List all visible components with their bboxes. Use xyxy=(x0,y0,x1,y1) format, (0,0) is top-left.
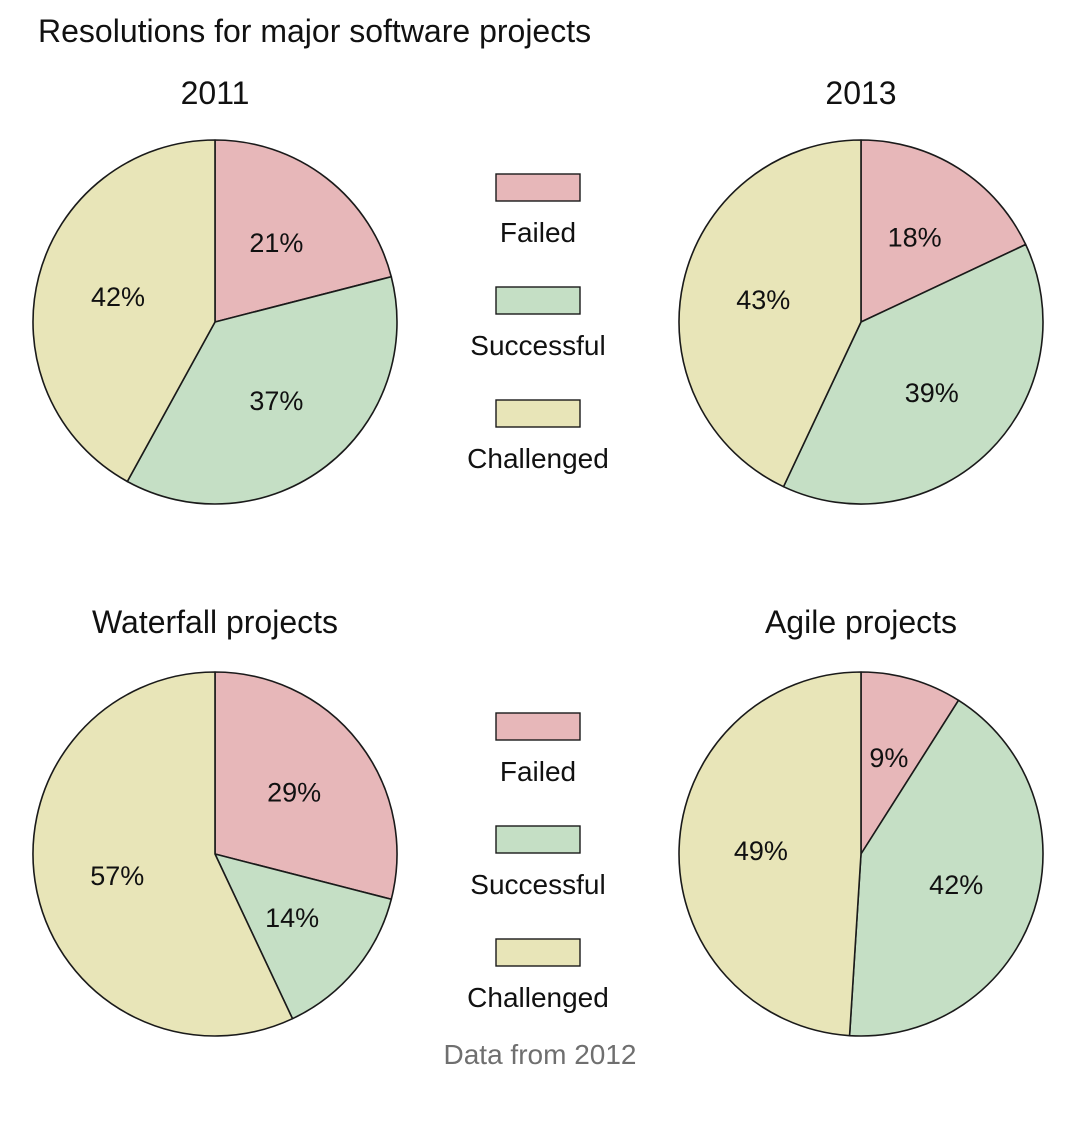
legend-swatch-challenged xyxy=(495,399,581,428)
pie-title: Waterfall projects xyxy=(92,604,338,640)
legend-swatch-failed xyxy=(495,173,581,202)
legend-1: Failed Successful Challenged xyxy=(467,712,609,1013)
pie-chart-3: Agile projects 9% 42% 49% xyxy=(678,604,1044,1037)
pie-chart-0: 2011 21% 37% 42% xyxy=(32,75,398,505)
pie-slice-successful xyxy=(848,699,1044,1037)
legend-0: Failed Successful Challenged xyxy=(467,173,609,474)
slice-value-label: 42% xyxy=(929,870,983,900)
legend-label-failed: Failed xyxy=(500,217,576,248)
legend-swatch-successful xyxy=(495,825,581,854)
pie-slice-successful xyxy=(126,275,398,505)
pie-title: 2013 xyxy=(825,75,896,111)
pie-chart-1: 2013 18% 39% 43% xyxy=(678,75,1044,505)
legend-swatch-failed xyxy=(495,712,581,741)
figure-title: Resolutions for major software projects xyxy=(38,13,591,49)
slice-value-label: 43% xyxy=(736,285,790,315)
pie-slice-failed xyxy=(214,139,393,323)
slice-value-label: 49% xyxy=(734,836,788,866)
legend-label-successful: Successful xyxy=(470,869,605,900)
slice-value-label: 21% xyxy=(249,228,303,258)
legend-swatch-successful xyxy=(495,286,581,315)
pie-slice-challenged xyxy=(32,671,294,1037)
pie-slice-successful xyxy=(214,853,393,1020)
pie-slice-successful xyxy=(782,243,1044,505)
legend-swatch-challenged xyxy=(495,938,581,967)
charts-group: 2011 21% 37% 42% 2013 18% 39% 43% Waterfall proj… xyxy=(32,75,1044,1037)
slice-value-label: 42% xyxy=(91,282,145,312)
slice-value-label: 29% xyxy=(267,778,321,808)
pie-slice-failed xyxy=(860,139,1027,323)
slice-value-label: 39% xyxy=(905,378,959,408)
pie-slice-challenged xyxy=(32,139,216,483)
slice-value-label: 37% xyxy=(249,386,303,416)
pie-slice-challenged xyxy=(678,139,862,488)
pie-title: Agile projects xyxy=(765,604,957,640)
legend-label-challenged: Challenged xyxy=(467,443,609,474)
pie-slice-challenged xyxy=(678,671,862,1037)
slice-value-label: 18% xyxy=(888,223,942,253)
pie-title: 2011 xyxy=(181,75,250,111)
pie-slice-failed xyxy=(860,671,960,855)
legend-label-challenged: Challenged xyxy=(467,982,609,1013)
data-source-note: Data from 2012 xyxy=(444,1039,637,1070)
legend-label-successful: Successful xyxy=(470,330,605,361)
pie-slice-failed xyxy=(214,671,398,901)
legend-label-failed: Failed xyxy=(500,756,576,787)
slice-value-label: 57% xyxy=(90,861,144,891)
pie-chart-2: Waterfall projects 29% 14% 57% xyxy=(32,604,398,1037)
slice-value-label: 9% xyxy=(869,743,908,773)
slice-value-label: 14% xyxy=(265,903,319,933)
legends-group: Failed Successful Challenged Failed Successf… xyxy=(467,173,609,1013)
